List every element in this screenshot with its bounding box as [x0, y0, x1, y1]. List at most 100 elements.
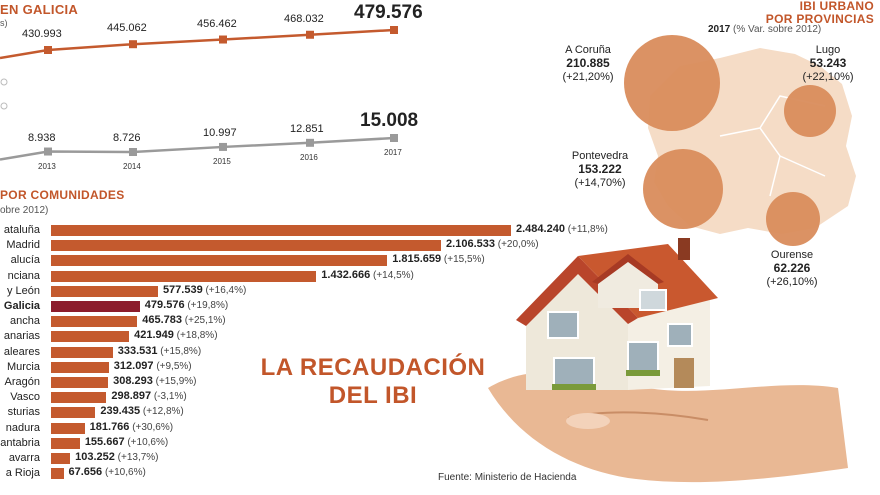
upper-value-label: 479.576 [354, 2, 423, 23]
upper-series-point [306, 30, 314, 39]
year-tick-label: 2014 [123, 162, 141, 171]
lower-series-point [129, 148, 137, 156]
province-name: Pontevedra [571, 150, 629, 162]
front-roof [516, 256, 638, 326]
province-value: 62.226 [773, 261, 811, 275]
bar-category-label: sturias [7, 406, 40, 419]
bar-value-label: 1.815.659 (+15,5%) [392, 253, 485, 265]
bar [51, 407, 96, 419]
bar-value-label: 103.252 (+13,7%) [75, 451, 158, 463]
bar [51, 453, 71, 464]
upper-value-label: 445.062 [107, 22, 147, 35]
bar-pct: (+16,4%) [202, 284, 247, 296]
bar-pct: (+15,5%) [441, 254, 485, 266]
province-value: 210.885 [566, 56, 610, 70]
bar-category-label: nadura [5, 421, 40, 434]
provinces-year: 2017 [708, 24, 731, 35]
bar-value: 239.435 [100, 405, 141, 418]
provinces-header-line1: IBI URBANO [799, 0, 874, 13]
lower-series-line [0, 136, 395, 161]
bar-value: 577.539 [162, 283, 203, 296]
bar-category-label: y León [6, 284, 40, 297]
bar-value: 1.432.666 [321, 268, 371, 281]
bar [51, 285, 158, 297]
year-tick-label: 2013 [38, 161, 56, 171]
main-title-line1: LA RECAUDACIÓN [260, 354, 486, 381]
upper-value-label: 468.032 [284, 12, 324, 25]
province-pct: (+14,70%) [574, 177, 626, 189]
main-title-line2: DEL IBI [328, 382, 418, 409]
bar-value: 298.897 [111, 390, 152, 403]
province-label-lugo: Lugo 53.243 (+22,10%) [788, 44, 868, 84]
bar-category-label: aleares [3, 345, 40, 358]
bar-value-label: 298.897 (-3,1%) [111, 390, 186, 402]
bar-value-label: 312.097 (+9,5%) [114, 360, 192, 372]
bar-category-label: anarias [3, 330, 40, 343]
house-in-hand-illustration [488, 238, 848, 483]
axis-marker-o-1 [0, 78, 8, 86]
lower-value-label: 8.726 [113, 132, 141, 144]
circle-ourense [766, 192, 820, 246]
bar-value-label: 155.667 (+10,6%) [85, 436, 168, 448]
hand-shape [488, 372, 848, 483]
chimney [678, 238, 690, 260]
bar-pct: (+10,6%) [102, 467, 146, 479]
side-window-2 [667, 323, 693, 347]
galicia-header: EN GALICIA [0, 2, 79, 17]
province-name: Ourense [770, 249, 814, 261]
bar-value: 155.667 [84, 435, 125, 448]
bar-pct: (+13,7%) [114, 452, 159, 463]
year-tick-label: 2015 [213, 156, 231, 166]
provinces-header-line2: POR PROVINCIAS [765, 12, 874, 26]
flower-box [552, 384, 596, 390]
bar [51, 255, 388, 267]
bar-pct: (+15,8%) [157, 345, 202, 357]
bar-value: 312.097 [113, 359, 154, 372]
upper-series-point [129, 40, 137, 49]
bar-value-label: 421.949 (+18,8%) [134, 329, 217, 341]
circle-a-coruna [624, 35, 720, 131]
bar-category-label: Galicia [3, 300, 40, 312]
bar-value-label: 465.783 (+25,1%) [142, 314, 225, 326]
circle-pontevedra [643, 149, 723, 229]
bar-value: 181.766 [89, 420, 130, 433]
lower-window [553, 357, 595, 387]
bar-value: 103.252 [75, 451, 115, 463]
bar-category-label: avarra [8, 452, 40, 464]
bar-value: 479.576 [144, 299, 185, 311]
province-value: 53.243 [809, 56, 847, 70]
side-window-1 [627, 341, 659, 373]
bar-value-label: 577.539 (+16,4%) [163, 284, 246, 296]
provinces-header: IBI URBANO POR PROVINCIAS [764, 0, 874, 26]
bar [51, 331, 130, 343]
bar-category-label: ataluña [3, 224, 40, 236]
bar-pct: (+9,5%) [153, 360, 192, 372]
lower-series-point [44, 147, 52, 156]
bar [51, 468, 64, 480]
upper-window [547, 311, 579, 339]
province-pct: (+21,20%) [562, 71, 614, 83]
bar-category-label: Murcia [6, 360, 40, 373]
lower-value-label: 8.938 [28, 131, 56, 144]
bar [51, 392, 107, 404]
bar-value: 67.656 [68, 466, 103, 479]
bar [51, 270, 317, 282]
bar-pct: (+19,8%) [184, 300, 229, 311]
upper-value-label: 430.993 [22, 28, 62, 40]
dormer-window [639, 289, 667, 311]
bar [51, 346, 113, 358]
bar-value-label: 239.435 (+12,8%) [100, 405, 183, 417]
bar-value-label: 67.656 (+10,6%) [69, 466, 146, 478]
bar-value: 1.815.659 [392, 253, 442, 266]
bar [51, 422, 85, 434]
galicia-subheader: s) [0, 18, 8, 28]
lower-value-label: 15.008 [360, 110, 419, 131]
bar-pct: (+15,9%) [152, 376, 197, 387]
province-name: Lugo [815, 44, 841, 56]
bar-value-label: 2.484.240 (+11,8%) [516, 223, 608, 235]
bar-pct: (+25,1%) [182, 315, 226, 327]
bar [51, 316, 138, 328]
bar-pct: (+10,6%) [124, 436, 169, 448]
bar-pct: (+11,8%) [564, 224, 608, 235]
source-note: Fuente: Ministerio de Hacienda [438, 472, 577, 483]
